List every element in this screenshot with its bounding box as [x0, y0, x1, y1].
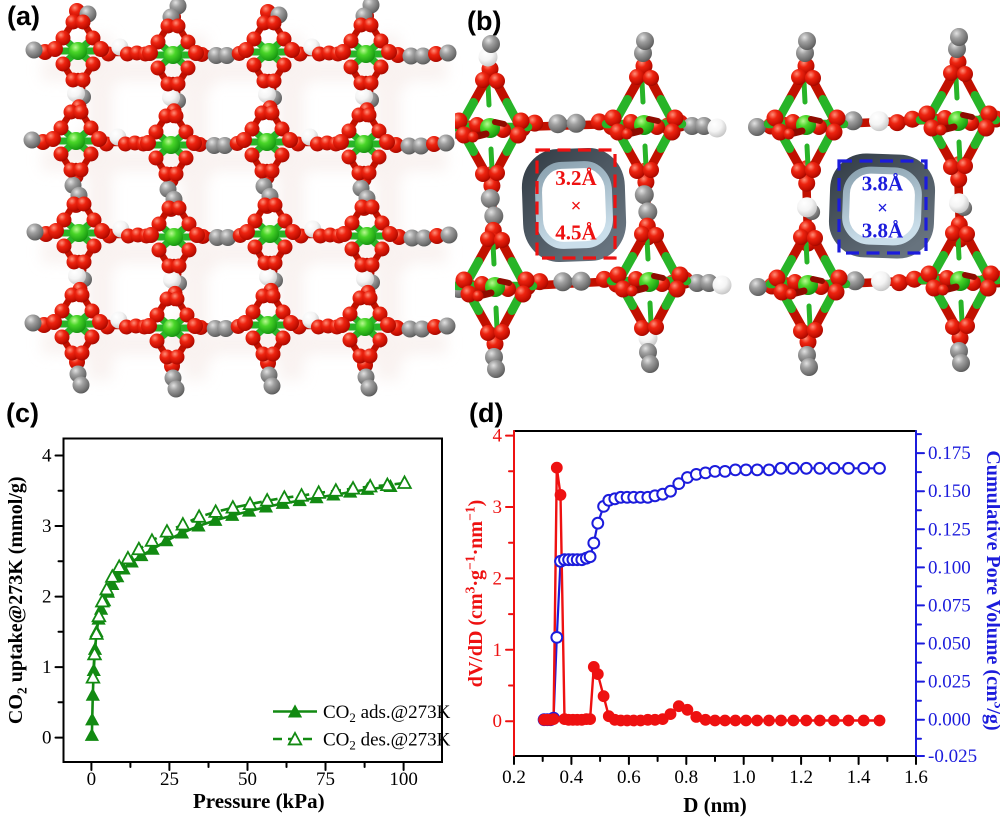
svg-text:1.0: 1.0 [732, 767, 756, 788]
panel-b-frameworks [455, 28, 1000, 378]
svg-text:0.025: 0.025 [928, 672, 971, 693]
svg-text:0.150: 0.150 [928, 481, 971, 502]
svg-text:×: × [877, 198, 888, 219]
svg-text:0.050: 0.050 [928, 634, 971, 655]
svg-text:0.125: 0.125 [928, 519, 971, 540]
svg-text:1: 1 [493, 640, 503, 661]
pore-size-annotation: 3.2Å × 4.5Å [535, 148, 617, 260]
svg-text:50: 50 [238, 769, 257, 790]
svg-text:Pressure (kPa): Pressure (kPa) [193, 789, 325, 813]
svg-text:3: 3 [42, 516, 52, 537]
panel-d-pore-size-distribution-chart: 0.2 0.4 0.6 0.8 1.0 1.2 1.4 1.6 0 1 2 3 4 -0.025 0.000… [462, 426, 1000, 817]
svg-text:0.100: 0.100 [928, 557, 971, 578]
svg-text:0.000: 0.000 [928, 710, 971, 731]
svg-text:1.4: 1.4 [847, 767, 871, 788]
svg-text:0.4: 0.4 [560, 767, 584, 788]
svg-text:25: 25 [160, 769, 179, 790]
svg-text:3.2Å: 3.2Å [555, 166, 597, 190]
svg-text:75: 75 [316, 769, 335, 790]
svg-text:3.8Å: 3.8Å [862, 218, 904, 242]
svg-text:CO2 des.@273K: CO2 des.@273K [323, 730, 451, 753]
svg-text:0: 0 [87, 769, 97, 790]
panel-a-crystal-structure [23, 0, 458, 398]
svg-text:4: 4 [493, 426, 503, 447]
svg-text:0: 0 [493, 711, 503, 732]
panel-c-label: (c) [6, 398, 39, 428]
psd-plot: 0.2 0.4 0.6 0.8 1.0 1.2 1.4 1.6 0 1 2 3 4 -0.025 0.000… [462, 426, 1000, 817]
svg-text:0.8: 0.8 [674, 767, 698, 788]
svg-text:dV/dD (cm3·g−1·nm−1): dV/dD (cm3·g−1·nm−1) [462, 500, 487, 688]
dvdd-line [544, 467, 880, 722]
co2-adsorption-line [90, 485, 391, 736]
panel-b-pore-structure: 3.2Å×4.5Å3.8Å×3.8Å [455, 28, 1000, 378]
svg-text:2: 2 [493, 568, 503, 589]
svg-text:2: 2 [42, 587, 52, 608]
svg-text:0.6: 0.6 [617, 767, 641, 788]
svg-text:1.2: 1.2 [789, 767, 813, 788]
svg-text:-0.025: -0.025 [928, 746, 977, 767]
svg-text:1: 1 [42, 657, 52, 678]
panel-a-label: (a) [7, 1, 40, 31]
isotherm-plot: 0 25 50 75 100 0 1 2 3 4 Pressure (kPa) CO2 uptake@… [5, 437, 451, 813]
pore-size-annotation: 3.8Å×3.8Å [837, 159, 928, 255]
svg-text:0.075: 0.075 [928, 595, 971, 616]
panel-a-framework [23, 0, 458, 398]
panel-d-label: (d) [469, 398, 504, 428]
cumulative-pore-volume-line [544, 467, 880, 721]
svg-text:CO2 uptake@273K (mmol/g): CO2 uptake@273K (mmol/g) [5, 476, 29, 724]
svg-text:D (nm): D (nm) [683, 793, 747, 817]
svg-text:100: 100 [389, 769, 418, 790]
svg-text:0: 0 [42, 728, 52, 749]
isotherm-legend: CO2 ads.@273K CO2 des.@273K [273, 702, 451, 753]
pore-surface-ring [521, 147, 627, 263]
svg-text:×: × [571, 196, 582, 217]
svg-text:4: 4 [42, 446, 52, 467]
svg-text:0.175: 0.175 [928, 443, 971, 464]
panel-b-label: (b) [467, 6, 502, 36]
panel-c-co2-isotherm-chart: 0 25 50 75 100 0 1 2 3 4 Pressure (kPa) CO2 uptake@… [5, 437, 451, 813]
svg-text:0.2: 0.2 [502, 767, 526, 788]
svg-text:4.5Å: 4.5Å [555, 221, 597, 245]
svg-text:CO2 ads.@273K: CO2 ads.@273K [323, 702, 451, 725]
svg-text:3.8Å: 3.8Å [862, 172, 904, 196]
svg-text:Cumulative Pore Volume (cm3/g): Cumulative Pore Volume (cm3/g) [982, 450, 1000, 730]
svg-text:3: 3 [493, 497, 503, 518]
svg-text:1.6: 1.6 [904, 767, 928, 788]
